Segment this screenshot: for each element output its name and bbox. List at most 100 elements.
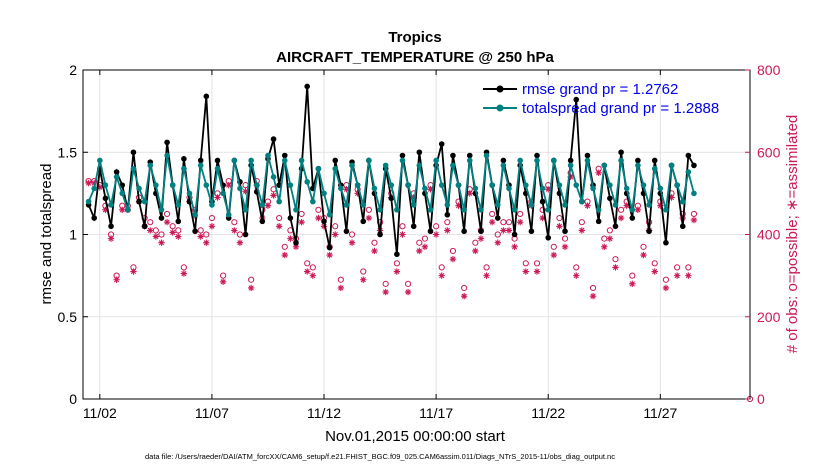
ticks: 11/02 11/07 11/12 11/17 11/22 11/2700.511.520… (58, 62, 781, 421)
chart-title-line1: Tropics (388, 29, 441, 46)
rmse-point (450, 152, 456, 159)
obs-assimilated-point (270, 192, 277, 199)
totalspread-point (175, 202, 182, 208)
totalspread-point (203, 182, 210, 188)
obs-possible-point (444, 219, 451, 226)
y-tick-label-right: 200 (757, 309, 781, 325)
obs-assimilated-point (494, 239, 501, 246)
totalspread-point (674, 182, 680, 188)
obs-possible-point (231, 219, 238, 226)
rmse-point (332, 157, 339, 164)
obs-assimilated-point (119, 206, 126, 214)
totalspread-point (483, 152, 490, 159)
obs-assimilated-point (360, 276, 367, 283)
totalspread-point (310, 198, 316, 205)
legend-spread-label: totalspread grand pr = 1.2888 (522, 100, 719, 117)
obs-possible-point (399, 223, 406, 230)
obs-assimilated-point (348, 239, 356, 246)
totalspread-point (427, 207, 434, 213)
obs-possible-point (163, 210, 171, 218)
totalspread-point (545, 207, 552, 213)
rmse-point (377, 231, 383, 238)
x-tick-label: 11/12 (307, 405, 341, 421)
totalspread-point (231, 157, 238, 164)
totalspread-point (489, 182, 495, 188)
obs-assimilated-point (214, 194, 221, 201)
obs-assimilated-point (488, 218, 496, 226)
totalspread-point (136, 185, 142, 192)
obs-assimilated-point (690, 216, 698, 224)
obs-assimilated-point (673, 272, 681, 279)
obs-assimilated-point (175, 233, 182, 240)
y-tick-label-right: 400 (757, 227, 781, 243)
obs-assimilated-point (651, 268, 658, 275)
totalspread-point (276, 198, 282, 205)
totalspread-point (466, 157, 473, 164)
obs-assimilated-point (578, 227, 586, 234)
rmse-point (562, 228, 568, 235)
rmse-point (158, 215, 165, 221)
obs-assimilated-point (304, 268, 311, 275)
totalspread-point (298, 157, 305, 164)
obs-assimilated-point (107, 235, 115, 242)
y-axis-label-left: rmse and totalspread (38, 164, 55, 305)
rmse-point (399, 152, 406, 159)
totalspread-point (281, 157, 288, 164)
totalspread-point (97, 157, 103, 164)
obs-assimilated-point (444, 227, 451, 234)
rmse-point (304, 83, 311, 90)
obs-assimilated-point (130, 268, 137, 275)
obs-assimilated-point (275, 223, 283, 230)
totalspread-point (181, 165, 187, 172)
x-tick-label: 11/02 (83, 405, 117, 421)
totalspread-point (349, 162, 355, 169)
totalspread-point (685, 169, 692, 175)
totalspread-point (511, 207, 518, 213)
totalspread-point (472, 185, 479, 192)
rmse-point (584, 152, 591, 159)
obs-possible-point (522, 260, 529, 267)
totalspread-point (153, 182, 159, 188)
totalspread-point (242, 207, 249, 213)
totalspread-point (534, 157, 540, 164)
totalspread-point (461, 207, 467, 213)
rmse-point (461, 228, 467, 235)
x-tick-label: 11/17 (419, 405, 453, 421)
totalspread-point (522, 182, 529, 188)
obs-assimilated-point (601, 243, 608, 251)
totalspread-point (377, 207, 383, 213)
obs-possible-point (365, 206, 372, 213)
obs-possible-point (208, 214, 216, 222)
data-layer (85, 83, 754, 403)
obs-possible-point (404, 280, 412, 287)
totalspread-point (293, 207, 299, 213)
y-tick-label-right: 600 (757, 144, 781, 160)
totalspread-point (209, 202, 215, 208)
obs-possible-point (248, 276, 255, 283)
obs-possible-point (483, 264, 490, 271)
obs-assimilated-point (449, 255, 457, 263)
footnote: data file: /Users/raeder/DAI/ATM_forcXX/… (145, 452, 615, 461)
totalspread-point (640, 182, 647, 188)
totalspread-point (416, 162, 423, 169)
totalspread-point (332, 165, 339, 172)
obs-assimilated-point (662, 284, 670, 292)
obs-assimilated-point (247, 284, 255, 292)
totalspread-point (326, 211, 333, 218)
obs-assimilated-point (466, 190, 473, 197)
obs-assimilated-point (231, 227, 238, 234)
obs-assimilated-point (365, 214, 373, 222)
totalspread-point (366, 157, 372, 164)
totalspread-point (321, 190, 327, 197)
rmse-point (691, 162, 697, 169)
rmse-point (663, 239, 669, 246)
obs-assimilated-point (455, 202, 462, 209)
obs-assimilated-point (264, 202, 272, 209)
rmse-point (612, 223, 619, 230)
rmse-point (130, 149, 137, 156)
rmse-point (416, 149, 423, 156)
obs-assimilated-point (584, 202, 591, 209)
obs-possible-point (309, 264, 316, 271)
obs-assimilated-point (533, 268, 541, 275)
obs-assimilated-point (203, 239, 210, 246)
